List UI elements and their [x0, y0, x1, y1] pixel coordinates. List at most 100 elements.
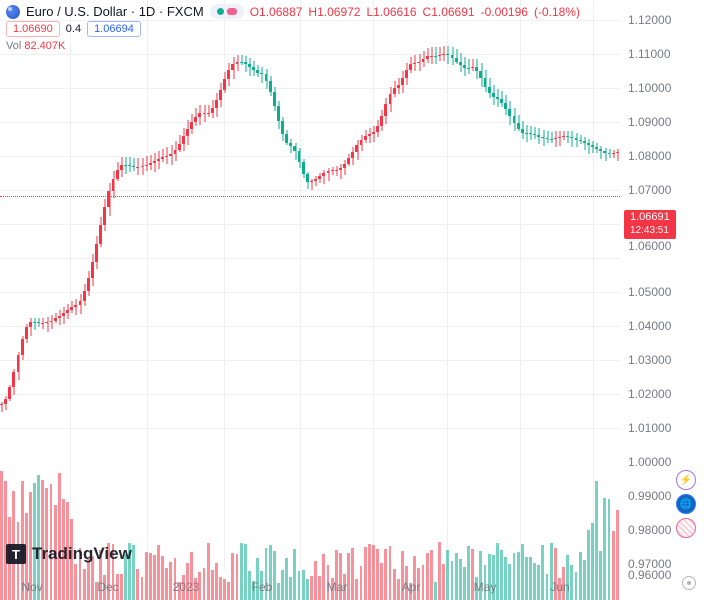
- candle-body[interactable]: [384, 104, 387, 116]
- candle-body[interactable]: [318, 176, 321, 179]
- candle-body[interactable]: [616, 152, 619, 153]
- candle-body[interactable]: [285, 134, 288, 143]
- candle-body[interactable]: [25, 327, 28, 339]
- candle-body[interactable]: [376, 126, 379, 132]
- globe-icon[interactable]: 🌐: [676, 494, 696, 514]
- candle-body[interactable]: [87, 278, 90, 291]
- candle-body[interactable]: [231, 64, 234, 70]
- candle-body[interactable]: [182, 136, 185, 143]
- candle-body[interactable]: [417, 62, 420, 63]
- candle-body[interactable]: [198, 113, 201, 116]
- candle-body[interactable]: [194, 117, 197, 122]
- candle-body[interactable]: [21, 339, 24, 355]
- candle-body[interactable]: [459, 62, 462, 66]
- candle-body[interactable]: [66, 310, 69, 313]
- candle-body[interactable]: [575, 138, 578, 140]
- candle-body[interactable]: [525, 133, 528, 134]
- candle-body[interactable]: [54, 318, 57, 320]
- candle-body[interactable]: [496, 97, 499, 99]
- candle-body[interactable]: [612, 153, 615, 154]
- candle-body[interactable]: [83, 291, 86, 300]
- candle-body[interactable]: [293, 146, 296, 150]
- candle-body[interactable]: [169, 154, 172, 156]
- candle-body[interactable]: [355, 145, 358, 151]
- candle-body[interactable]: [467, 68, 470, 69]
- candle-body[interactable]: [335, 170, 338, 171]
- candle-body[interactable]: [186, 129, 189, 137]
- candle-body[interactable]: [33, 322, 36, 323]
- candle-body[interactable]: [0, 404, 3, 405]
- price-badge-red[interactable]: 1.06690: [6, 21, 60, 37]
- candle-body[interactable]: [570, 137, 573, 138]
- flag-pattern-icon[interactable]: [676, 518, 696, 538]
- candle-body[interactable]: [389, 94, 392, 104]
- candle-body[interactable]: [351, 152, 354, 158]
- candle-body[interactable]: [116, 170, 119, 179]
- candle-body[interactable]: [256, 70, 259, 72]
- candle-body[interactable]: [244, 62, 247, 64]
- settings-gear-icon[interactable]: [682, 576, 696, 590]
- candle-body[interactable]: [12, 372, 15, 388]
- candle-body[interactable]: [219, 90, 222, 100]
- candle-body[interactable]: [492, 93, 495, 97]
- candle-body[interactable]: [58, 316, 61, 319]
- candle-body[interactable]: [603, 151, 606, 152]
- candle-body[interactable]: [120, 165, 123, 170]
- candle-body[interactable]: [409, 64, 412, 70]
- candle-body[interactable]: [513, 116, 516, 123]
- candle-body[interactable]: [91, 262, 94, 278]
- candle-body[interactable]: [426, 56, 429, 59]
- candle-body[interactable]: [455, 58, 458, 62]
- candle-body[interactable]: [368, 134, 371, 136]
- series-type-pill[interactable]: [210, 4, 244, 19]
- candle-body[interactable]: [8, 387, 11, 398]
- candle-body[interactable]: [215, 100, 218, 108]
- candle-body[interactable]: [62, 313, 65, 316]
- candle-body[interactable]: [463, 65, 466, 67]
- candle-body[interactable]: [314, 179, 317, 181]
- candle-body[interactable]: [397, 85, 400, 88]
- candle-body[interactable]: [103, 207, 106, 225]
- candle-body[interactable]: [310, 181, 313, 182]
- candle-body[interactable]: [136, 167, 139, 168]
- candle-body[interactable]: [149, 163, 152, 165]
- lightning-bolt-icon[interactable]: ⚡: [676, 470, 696, 490]
- candle-body[interactable]: [302, 162, 305, 174]
- candle-body[interactable]: [29, 322, 32, 327]
- candle-body[interactable]: [281, 121, 284, 134]
- candle-body[interactable]: [479, 71, 482, 78]
- candle-body[interactable]: [269, 81, 272, 92]
- candle-body[interactable]: [434, 56, 437, 57]
- candle-body[interactable]: [393, 88, 396, 94]
- candle-body[interactable]: [343, 164, 346, 168]
- candle-body[interactable]: [227, 70, 230, 79]
- candle-body[interactable]: [599, 149, 602, 151]
- candle-body[interactable]: [537, 135, 540, 136]
- candle-body[interactable]: [252, 67, 255, 70]
- candle-body[interactable]: [541, 137, 544, 138]
- candle-body[interactable]: [554, 138, 557, 139]
- price-badge-blue[interactable]: 1.06694: [87, 21, 141, 37]
- candle-body[interactable]: [591, 145, 594, 147]
- candle-body[interactable]: [4, 399, 7, 404]
- candle-body[interactable]: [99, 225, 102, 244]
- candle-body[interactable]: [107, 191, 110, 207]
- candle-body[interactable]: [289, 143, 292, 147]
- candle-body[interactable]: [273, 92, 276, 106]
- candle-body[interactable]: [41, 323, 44, 324]
- plot-area[interactable]: T TradingView Nov Dec 2023 Feb Mar Apr M…: [0, 0, 620, 600]
- candle-body[interactable]: [95, 244, 98, 262]
- candle-body[interactable]: [405, 70, 408, 78]
- candle-body[interactable]: [17, 355, 20, 372]
- candle-body[interactable]: [475, 67, 478, 71]
- candle-body[interactable]: [248, 64, 251, 67]
- candle-body[interactable]: [277, 106, 280, 121]
- last-price-marker[interactable]: 1.06691 12:43:51: [624, 210, 676, 239]
- candle-body[interactable]: [178, 144, 181, 150]
- candle-body[interactable]: [265, 74, 268, 80]
- candle-body[interactable]: [504, 103, 507, 109]
- candle-body[interactable]: [70, 307, 73, 310]
- candle-body[interactable]: [240, 62, 243, 63]
- candle-body[interactable]: [306, 174, 309, 181]
- candle-body[interactable]: [430, 56, 433, 57]
